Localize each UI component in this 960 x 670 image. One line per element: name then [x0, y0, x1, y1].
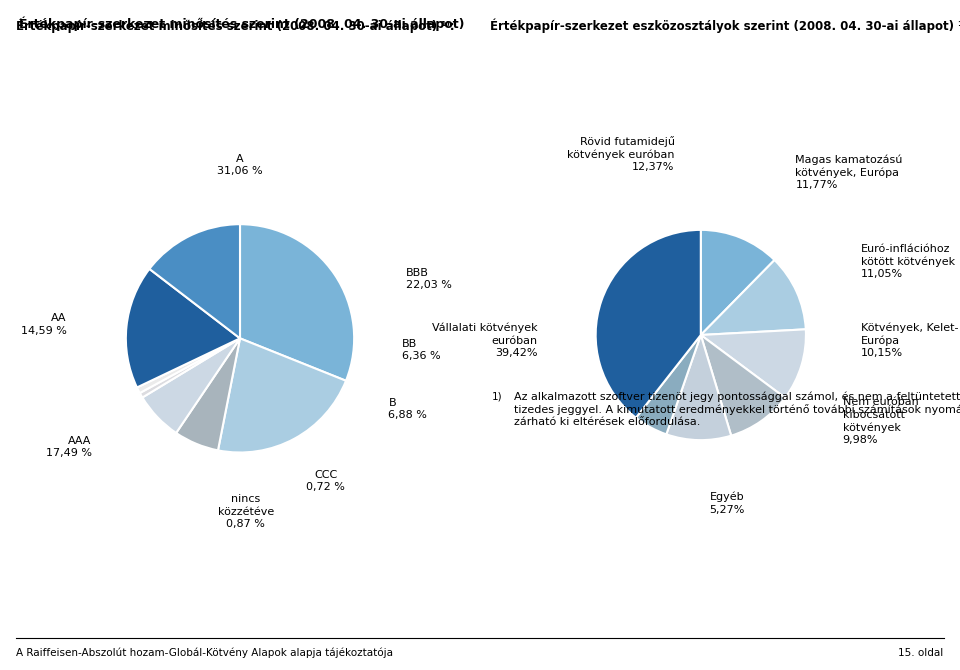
Text: CCC
0,72 %: CCC 0,72 % — [306, 470, 345, 492]
Wedge shape — [142, 338, 240, 433]
Text: BBB
22,03 %: BBB 22,03 % — [405, 268, 451, 290]
Text: Magas kamatozású
kötvények, Európa
11,77%: Magas kamatozású kötvények, Európa 11,77… — [796, 154, 902, 190]
Wedge shape — [140, 338, 240, 397]
Wedge shape — [666, 335, 732, 440]
Wedge shape — [636, 335, 701, 434]
Wedge shape — [701, 335, 785, 436]
Wedge shape — [701, 230, 775, 335]
Text: Euró-inflációhoz
kötött kötvények
11,05%: Euró-inflációhoz kötött kötvények 11,05% — [860, 244, 955, 279]
Wedge shape — [126, 269, 240, 387]
Text: A Raiffeisen-Abszolút hozam-Globál-Kötvény Alapok alapja tájékoztatója: A Raiffeisen-Abszolút hozam-Globál-Kötvé… — [16, 647, 394, 658]
Text: AA
14,59 %: AA 14,59 % — [20, 314, 66, 336]
Wedge shape — [595, 230, 701, 417]
Text: Egyéb
5,27%: Egyéb 5,27% — [709, 492, 745, 515]
Text: Az alkalmazott szoftver tizenöt jegy pontossággal számol, és nem a feltüntetett : Az alkalmazott szoftver tizenöt jegy pon… — [514, 392, 960, 427]
Text: Kötvények, Kelet-
Európa
10,15%: Kötvények, Kelet- Európa 10,15% — [860, 322, 958, 358]
Text: B
6,88 %: B 6,88 % — [389, 398, 427, 420]
Text: Rövid futamidejű
kötvények euróban
12,37%: Rövid futamidejű kötvények euróban 12,37… — [567, 136, 675, 172]
Wedge shape — [701, 330, 806, 398]
Text: Értékpapír-szerkezet eszközosztályok szerint (2008. 04. 30-ai állapot) ¹⁾:: Értékpapír-szerkezet eszközosztályok sze… — [490, 19, 960, 34]
Text: Értékpapír-szerkezet minősítés szerint (2008. 04. 30-ai állapot) 1):: Értékpapír-szerkezet minősítés szerint (… — [19, 17, 489, 31]
Text: 1): 1) — [492, 392, 502, 402]
Text: nincs
közzétéve
0,87 %: nincs közzétéve 0,87 % — [218, 494, 274, 529]
Wedge shape — [240, 224, 354, 381]
Wedge shape — [150, 224, 240, 338]
Wedge shape — [701, 260, 805, 335]
Text: 15. oldal: 15. oldal — [899, 648, 944, 658]
Text: Vállalati kötvények
euróban
39,42%: Vállalati kötvények euróban 39,42% — [432, 323, 538, 358]
Text: Értékpapír-szerkezet minősítés szerint (2008. 04. 30-ai állapot): Értékpapír-szerkezet minősítés szerint (… — [19, 17, 469, 31]
Text: BB
6,36 %: BB 6,36 % — [402, 338, 441, 361]
Wedge shape — [137, 338, 240, 393]
Wedge shape — [218, 338, 346, 452]
Text: A
31,06 %: A 31,06 % — [217, 153, 263, 176]
Wedge shape — [176, 338, 240, 450]
Text: Értékpapír-szerkezet minősítés szerint (2008. 04. 30-ai állapot) ¹⁾:: Értékpapír-szerkezet minősítés szerint (… — [16, 19, 455, 34]
Text: AAA
17,49 %: AAA 17,49 % — [45, 436, 91, 458]
Text: Nem euróban
kibocsátott
kötvények
9,98%: Nem euróban kibocsátott kötvények 9,98% — [843, 397, 919, 445]
